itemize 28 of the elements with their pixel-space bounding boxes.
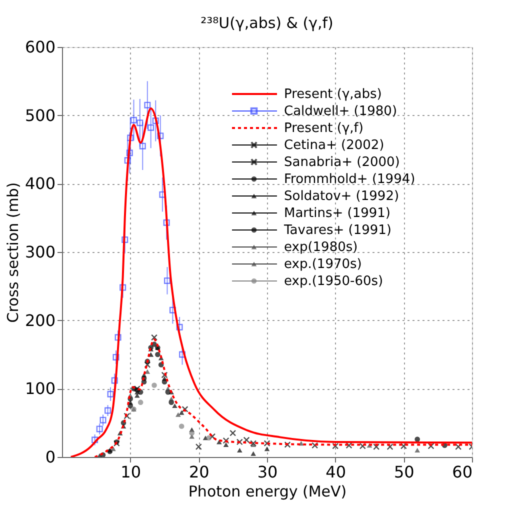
y-tick-label: 600 xyxy=(24,38,56,56)
y-axis-title: Cross section (mb) xyxy=(4,182,22,323)
x-tick-label: 20 xyxy=(188,462,210,482)
x-tick-label: 10 xyxy=(120,462,142,482)
legend-label: exp.(1950-60s) xyxy=(284,274,384,289)
x-tick-label: 50 xyxy=(394,462,414,482)
legend-label: Tavares+ (1991) xyxy=(283,223,392,238)
legend-label: Martins+ (1991) xyxy=(284,206,391,221)
legend-label: Caldwell+ (1980) xyxy=(284,104,398,119)
legend-label: Present (γ,abs) xyxy=(284,87,382,102)
y-tick-label: 0 xyxy=(45,448,56,466)
y-tick-label: 200 xyxy=(24,310,56,330)
x-tick-label: 30 xyxy=(257,462,278,482)
legend-label: exp.(1970s) xyxy=(284,257,362,272)
x-tick-label: 40 xyxy=(326,462,346,482)
legend-label: Present (γ,f) xyxy=(284,121,364,136)
legend-label: exp(1980s) xyxy=(284,240,358,255)
legend-label: Sanabria+ (2000) xyxy=(284,155,400,170)
legend-label: Cetina+ (2002) xyxy=(284,138,384,153)
legend-label: Frommhold+ (1994) xyxy=(284,172,416,187)
chart-title: ²³⁸U(γ,abs) & (γ,f) xyxy=(200,14,334,32)
y-tick-label: 100 xyxy=(24,379,56,398)
y-tick-label: 300 xyxy=(24,242,56,262)
y-tick-label: 400 xyxy=(24,174,56,194)
y-tick-label: 500 xyxy=(24,106,56,125)
x-tick-label: 60 xyxy=(452,462,472,482)
x-axis-title: Photon energy (MeV) xyxy=(188,482,347,500)
legend-label: Soldatov+ (1992) xyxy=(284,189,400,204)
